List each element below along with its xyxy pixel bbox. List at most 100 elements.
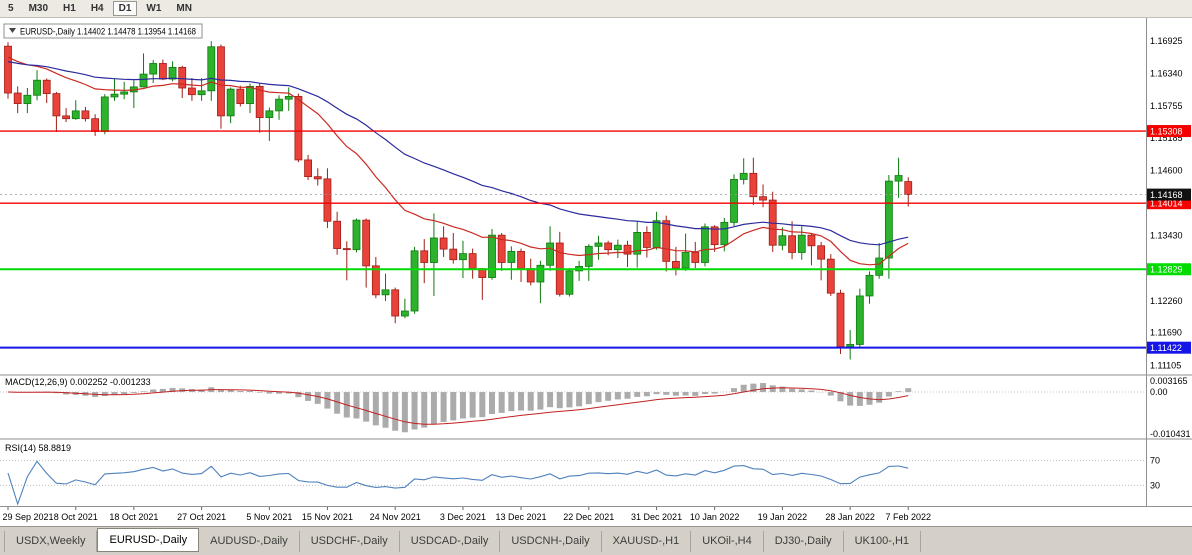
chart-expand-arrow-icon[interactable] — [9, 28, 16, 33]
candle-body — [178, 66, 187, 89]
candle-body — [613, 244, 622, 251]
chart-background — [0, 18, 1192, 526]
price-badge — [1147, 188, 1191, 201]
candle-body — [294, 95, 303, 161]
candle-body — [507, 250, 516, 263]
timeframe-button-5[interactable]: 5 — [8, 3, 14, 14]
candle-body — [652, 220, 661, 248]
candle-body — [817, 245, 826, 260]
candle-body — [120, 91, 129, 95]
date-axis-label: 13 Dec 2021 — [496, 512, 547, 522]
candle-body — [139, 73, 148, 88]
candle-body — [826, 258, 835, 294]
candle-body — [672, 260, 680, 269]
price-badge-label: 1.12829 — [1150, 265, 1183, 275]
timeframe-button-H4[interactable]: H4 — [90, 3, 104, 14]
macd-axis-label: 0.00 — [1150, 387, 1168, 397]
chart-tab-UKOil-H4[interactable]: UKOil-,H4 — [691, 530, 764, 552]
timeframe-button-H1[interactable]: H1 — [63, 3, 76, 14]
candle-body — [362, 219, 371, 267]
chart-tab-AUDUSD-Daily[interactable]: AUDUSD-,Daily — [199, 530, 300, 552]
candle-body — [836, 292, 845, 348]
chart-tab-XAUUSD-H1[interactable]: XAUUSD-,H1 — [602, 530, 692, 552]
candle-body — [23, 94, 32, 105]
candle-body — [188, 87, 196, 96]
candle-body — [197, 90, 206, 96]
chart-tab-EURUSD-Daily[interactable]: EURUSD-,Daily — [97, 528, 200, 552]
price-axis-label: 1.14600 — [1150, 166, 1183, 176]
candle-body — [594, 242, 603, 247]
chart-tab-DJ30-Daily[interactable]: DJ30-,Daily — [764, 530, 844, 552]
candle-body — [158, 63, 167, 80]
candle-body — [701, 226, 709, 263]
candle-body — [807, 234, 816, 247]
candle-body — [439, 237, 448, 250]
chart-tab-USDCHF-Daily[interactable]: USDCHF-,Daily — [300, 530, 400, 552]
macd-axis-label: -0.010431 — [1150, 429, 1191, 439]
candle-body — [168, 66, 177, 80]
candle-body — [33, 79, 41, 96]
candle-body — [749, 172, 758, 198]
candle-body — [265, 110, 274, 118]
candle-body — [91, 118, 100, 132]
candle-body — [100, 96, 109, 132]
date-axis-label: 18 Oct 2021 — [109, 512, 158, 522]
macd-pane-label: MACD(12,26,9) 0.002252 -0.001233 — [5, 377, 151, 387]
chart-tab-USDCNH-Daily[interactable]: USDCNH-,Daily — [500, 530, 602, 552]
candle-body — [304, 159, 312, 178]
date-axis-label: 8 Oct 2021 — [54, 512, 98, 522]
date-axis-label: 27 Oct 2021 — [177, 512, 226, 522]
chart-canvas[interactable]: 1.16925 1.16340 1.15755 1.15185 1.14600 1.134… — [0, 18, 1192, 526]
price-badge-label: 1.14014 — [1150, 199, 1183, 209]
price-badge-label: 1.15308 — [1150, 127, 1183, 137]
candle-body — [642, 231, 651, 248]
candle-body — [604, 242, 613, 251]
candle-body — [381, 289, 390, 296]
candle-body — [110, 93, 119, 98]
candle-body — [459, 253, 467, 261]
date-axis-label: 7 Feb 2022 — [885, 512, 931, 522]
candle-body — [323, 178, 332, 222]
candle-body — [313, 176, 322, 180]
candle-body — [875, 257, 884, 276]
candle-body — [691, 252, 700, 263]
candle-body — [468, 253, 477, 270]
timeframe-button-W1[interactable]: W1 — [146, 3, 162, 14]
candle-body — [391, 289, 400, 317]
timeframe-button-M30[interactable]: M30 — [28, 3, 49, 14]
chart-area[interactable]: 1.16925 1.16340 1.15755 1.15185 1.14600 1.134… — [0, 18, 1192, 526]
chart-title: EURUSD-,Daily 1.14402 1.14478 1.13954 1.… — [20, 27, 196, 37]
candle-body — [275, 98, 283, 112]
chart-tab-USDX-Weekly[interactable]: USDX,Weekly — [4, 530, 98, 552]
price-badge-label: 1.11422 — [1150, 343, 1182, 353]
price-axis-label: 1.12260 — [1150, 296, 1183, 306]
candle-body — [246, 85, 254, 105]
candle-body — [681, 252, 690, 269]
candle-body — [81, 110, 90, 120]
chart-tab-UK100-H1[interactable]: UK100-,H1 — [844, 530, 922, 552]
rsi-axis-label: 70 — [1150, 456, 1160, 466]
date-axis-label: 19 Jan 2022 — [758, 512, 808, 522]
candle-body — [52, 93, 61, 117]
candle-body — [62, 115, 70, 120]
price-badge-label: 1.14168 — [1150, 190, 1183, 200]
date-axis[interactable]: 29 Sep 2021 8 Oct 2021 18 Oct 2021 27 Oct 2… — [2, 507, 931, 522]
candle-body — [865, 274, 874, 297]
price-axis[interactable]: 1.16925 1.16340 1.15755 1.15185 1.14600 1.134… — [1146, 18, 1192, 507]
date-axis-label: 15 Nov 2021 — [302, 512, 353, 522]
candle-body — [526, 268, 535, 283]
chart-tab-USDCAD-Daily[interactable]: USDCAD-,Daily — [400, 530, 501, 552]
candle-body — [333, 220, 342, 249]
price-badge — [1147, 341, 1191, 354]
candle-body — [710, 226, 719, 246]
price-axis-label: 1.11105 — [1150, 360, 1181, 370]
price-axis-label: 1.16925 — [1150, 36, 1183, 46]
candle-body — [517, 250, 525, 270]
price-axis-label: 1.15185 — [1150, 133, 1183, 143]
candle-body — [371, 265, 380, 296]
candle-body — [410, 250, 419, 312]
candle-body — [855, 295, 864, 345]
timeframe-button-D1[interactable]: D1 — [112, 1, 138, 16]
timeframe-button-MN[interactable]: MN — [176, 3, 192, 14]
